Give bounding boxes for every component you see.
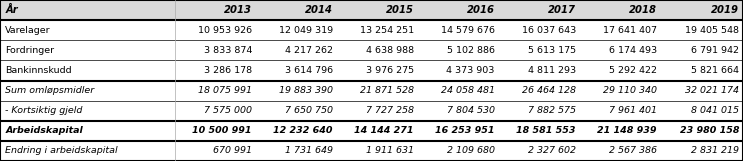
Text: 23 980 158: 23 980 158 — [680, 126, 739, 135]
Text: 2 567 386: 2 567 386 — [609, 147, 657, 155]
Text: 4 811 293: 4 811 293 — [528, 66, 576, 75]
Bar — [0, 101, 743, 121]
Text: 19 405 548: 19 405 548 — [685, 26, 739, 35]
Text: Arbeidskapital: Arbeidskapital — [5, 126, 83, 135]
Text: 1 731 649: 1 731 649 — [285, 147, 333, 155]
Text: 8 041 015: 8 041 015 — [691, 106, 739, 115]
Text: 17 641 407: 17 641 407 — [603, 26, 657, 35]
Bar — [0, 121, 743, 141]
Text: 26 464 128: 26 464 128 — [522, 86, 576, 95]
Text: 5 613 175: 5 613 175 — [528, 46, 576, 55]
Text: 10 953 926: 10 953 926 — [198, 26, 252, 35]
Bar — [0, 60, 743, 80]
Text: 7 575 000: 7 575 000 — [204, 106, 252, 115]
Bar — [0, 0, 743, 20]
Text: 2014: 2014 — [305, 5, 333, 15]
Text: 12 049 319: 12 049 319 — [279, 26, 333, 35]
Text: 2016: 2016 — [467, 5, 495, 15]
Text: 1 911 631: 1 911 631 — [366, 147, 414, 155]
Text: 2018: 2018 — [629, 5, 657, 15]
Bar — [0, 40, 743, 60]
Text: 7 882 575: 7 882 575 — [528, 106, 576, 115]
Text: Bankinnskudd: Bankinnskudd — [5, 66, 72, 75]
Text: Varelager: Varelager — [5, 26, 51, 35]
Text: 5 102 886: 5 102 886 — [447, 46, 495, 55]
Text: 14 579 676: 14 579 676 — [441, 26, 495, 35]
Text: 7 727 258: 7 727 258 — [366, 106, 414, 115]
Text: 5 821 664: 5 821 664 — [691, 66, 739, 75]
Text: 4 373 903: 4 373 903 — [447, 66, 495, 75]
Text: 6 174 493: 6 174 493 — [609, 46, 657, 55]
Text: År: År — [5, 5, 18, 15]
Text: 16 253 951: 16 253 951 — [435, 126, 495, 135]
Text: 19 883 390: 19 883 390 — [279, 86, 333, 95]
Text: 6 791 942: 6 791 942 — [691, 46, 739, 55]
Text: 32 021 174: 32 021 174 — [685, 86, 739, 95]
Text: 14 144 271: 14 144 271 — [354, 126, 414, 135]
Text: Sum omløpsmidler: Sum omløpsmidler — [5, 86, 94, 95]
Bar — [0, 80, 743, 101]
Text: 16 037 643: 16 037 643 — [522, 26, 576, 35]
Text: - Kortsiktig gjeld: - Kortsiktig gjeld — [5, 106, 82, 115]
Text: 7 961 401: 7 961 401 — [609, 106, 657, 115]
Text: 2013: 2013 — [224, 5, 252, 15]
Text: 3 976 275: 3 976 275 — [366, 66, 414, 75]
Text: 3 286 178: 3 286 178 — [204, 66, 252, 75]
Text: 21 148 939: 21 148 939 — [597, 126, 657, 135]
Text: 670 991: 670 991 — [213, 147, 252, 155]
Bar — [0, 20, 743, 40]
Text: Fordringer: Fordringer — [5, 46, 54, 55]
Text: 2 831 219: 2 831 219 — [691, 147, 739, 155]
Text: 3 833 874: 3 833 874 — [204, 46, 252, 55]
Text: 2017: 2017 — [548, 5, 576, 15]
Text: 2015: 2015 — [386, 5, 414, 15]
Text: 2 327 602: 2 327 602 — [528, 147, 576, 155]
Text: 12 232 640: 12 232 640 — [273, 126, 333, 135]
Text: 18 581 553: 18 581 553 — [516, 126, 576, 135]
Text: 4 638 988: 4 638 988 — [366, 46, 414, 55]
Text: 2019: 2019 — [711, 5, 739, 15]
Text: 2 109 680: 2 109 680 — [447, 147, 495, 155]
Text: 21 871 528: 21 871 528 — [360, 86, 414, 95]
Text: 13 254 251: 13 254 251 — [360, 26, 414, 35]
Text: 10 500 991: 10 500 991 — [192, 126, 252, 135]
Bar — [0, 141, 743, 161]
Text: 18 075 991: 18 075 991 — [198, 86, 252, 95]
Text: Endring i arbeidskapital: Endring i arbeidskapital — [5, 147, 118, 155]
Text: 4 217 262: 4 217 262 — [285, 46, 333, 55]
Text: 29 110 340: 29 110 340 — [603, 86, 657, 95]
Text: 3 614 796: 3 614 796 — [285, 66, 333, 75]
Text: 24 058 481: 24 058 481 — [441, 86, 495, 95]
Text: 5 292 422: 5 292 422 — [609, 66, 657, 75]
Text: 7 804 530: 7 804 530 — [447, 106, 495, 115]
Text: 7 650 750: 7 650 750 — [285, 106, 333, 115]
